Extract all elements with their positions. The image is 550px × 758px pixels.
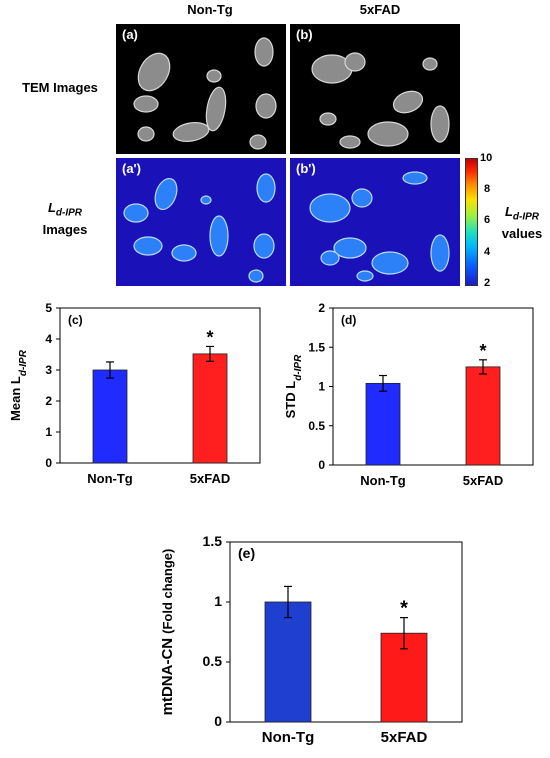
bar-5xfad	[380, 632, 428, 723]
y-axis-label-sub: (Fold change)	[160, 549, 175, 634]
ipr-image-nontg: (a')	[116, 158, 286, 286]
y-tick-label: 1	[318, 380, 325, 394]
colorbar-title-sub: d-IPR	[512, 211, 540, 223]
y-tick-label: 3	[45, 363, 52, 377]
panel-label-b: (b)	[296, 27, 313, 42]
chart-mean-ldipr: 0 1 2 3 4 5 (c) Non-Tg * 5xFAD Mean Ld-IPR	[8, 301, 261, 486]
panel-label: (e)	[238, 545, 255, 561]
tem-image-5xfad: (b)	[290, 24, 460, 154]
chart-mtdna-cn: 0 0.5 1 1.5 (e) Non-Tg * 5xFAD mtDNA-CN (Fold cha…	[159, 533, 463, 746]
ipr-blobs-nontg	[123, 173, 276, 283]
y-axis-label: mtDNA-CN (Fold change)	[159, 549, 176, 716]
y-tick-label: 1.5	[308, 340, 325, 354]
x-tick-label: 5xFAD	[463, 473, 503, 488]
bar-5xfad	[192, 353, 228, 464]
row-label-ipr-sub: d-IPR	[55, 207, 83, 219]
colorbar-title-line2: values	[501, 225, 543, 241]
plot-frame	[332, 307, 534, 466]
x-tick-label: 5xFAD	[190, 471, 230, 486]
row-label-ipr-main: L	[47, 200, 56, 215]
y-tick-label: 5	[45, 301, 52, 315]
bar-non-tg	[92, 369, 128, 464]
y-axis-label-main: mtDNA-CN	[159, 638, 176, 716]
y-tick-label: 0	[214, 713, 222, 729]
colorbar-tick: 6	[484, 214, 491, 226]
x-tick-label: Non-Tg	[262, 729, 314, 746]
chart-std-ldipr: 0 0.5 1 1.5 2 (d) Non-Tg * 5xFAD STD Ld-IPR	[283, 301, 534, 488]
y-axis-label: Mean Ld-IPR	[8, 349, 29, 421]
colorbar	[465, 158, 478, 286]
y-tick-label: 1	[214, 593, 222, 609]
x-tick-label: Non-Tg	[87, 471, 133, 486]
bar-5xfad	[465, 366, 501, 466]
row-label-tem: TEM Images	[22, 80, 98, 95]
plot-frame	[59, 307, 261, 464]
bar-non-tg	[264, 601, 312, 723]
y-axis-label-sub: d-IPR	[293, 354, 304, 381]
y-tick-label: 1.5	[203, 533, 223, 549]
tem-blobs-nontg	[133, 37, 277, 150]
y-tick-label: 1	[45, 425, 52, 439]
y-tick-label: 2	[318, 301, 325, 315]
y-tick-label: 0	[318, 458, 325, 472]
colorbar-title: Ld-IPR values	[494, 204, 550, 242]
colorbar-tick: 4	[484, 246, 491, 258]
colorbar-tick: 8	[484, 183, 491, 195]
colorbar-tick: 10	[480, 152, 493, 164]
tem-image-nontg: (a)	[116, 24, 286, 154]
row-label-ipr-line2: Images	[42, 221, 88, 237]
y-tick-label: 0	[45, 456, 52, 470]
panel-label-b-prime: (b')	[296, 161, 316, 176]
panel-label-a: (a)	[122, 27, 138, 42]
bar-non-tg	[365, 382, 401, 466]
panel-label: (d)	[341, 313, 356, 327]
y-axis-label-sub: d-IPR	[18, 349, 29, 376]
y-axis-label: STD Ld-IPR	[283, 354, 304, 418]
column-header-5xfad: 5xFAD	[359, 2, 401, 17]
ipr-image-5xfad: (b')	[290, 158, 460, 286]
plot-frame	[229, 541, 463, 723]
y-tick-label: 4	[45, 332, 52, 346]
x-tick-label: Non-Tg	[360, 473, 406, 488]
column-header-nontg: Non-Tg	[187, 2, 233, 17]
significance-marker: *	[206, 327, 213, 347]
y-axis-label-main: Mean L	[8, 376, 23, 421]
significance-marker: *	[400, 598, 408, 620]
panel-label: (c)	[68, 313, 83, 327]
y-tick-label: 0.5	[203, 653, 223, 669]
y-tick-label: 0.5	[308, 419, 325, 433]
tem-blobs-5xfad	[311, 52, 450, 149]
y-tick-label: 2	[45, 394, 52, 408]
row-label-ipr: Ld-IPR Images	[20, 200, 110, 238]
colorbar-title-main: L	[504, 204, 513, 219]
significance-marker: *	[479, 341, 486, 361]
ipr-blobs-5xfad	[309, 171, 450, 282]
colorbar-tick: 2	[484, 277, 491, 289]
panel-label-a-prime: (a')	[122, 161, 141, 176]
y-axis-label-main: STD L	[283, 381, 298, 419]
x-tick-label: 5xFAD	[381, 729, 428, 746]
